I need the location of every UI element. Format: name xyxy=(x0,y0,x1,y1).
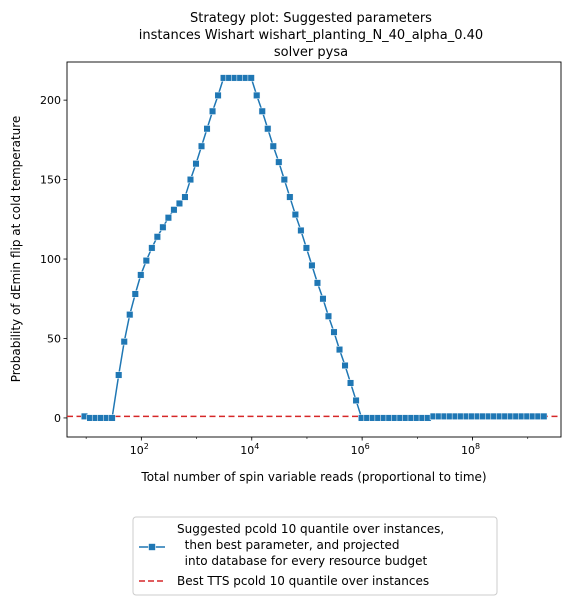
data-point xyxy=(540,412,548,420)
data-point xyxy=(324,312,333,320)
data-point xyxy=(269,142,277,150)
data-point xyxy=(131,290,139,298)
plot-area xyxy=(66,61,562,438)
data-point xyxy=(214,91,222,99)
data-point xyxy=(126,311,134,319)
suggested-pcold-series-markers xyxy=(80,74,548,422)
data-point xyxy=(153,233,161,241)
data-point xyxy=(341,361,349,370)
legend-entry-1-marker xyxy=(148,543,156,551)
data-point xyxy=(275,158,283,166)
data-point xyxy=(209,107,217,115)
data-point xyxy=(286,193,294,201)
data-point xyxy=(319,295,327,303)
data-point xyxy=(186,176,195,184)
data-point xyxy=(313,279,321,287)
chart-title-line-2: instances Wishart wishart_planting_N_40_… xyxy=(139,28,483,43)
data-point xyxy=(335,346,344,354)
data-point xyxy=(308,261,316,269)
x-axis-minor-ticks xyxy=(85,437,529,439)
data-point xyxy=(247,74,255,82)
data-point xyxy=(297,226,305,234)
data-point xyxy=(291,210,299,219)
data-point xyxy=(352,396,360,405)
y-tick-label: 200 xyxy=(40,94,61,107)
y-tick-label: 150 xyxy=(40,174,61,187)
chart-title-line-3: solver pysa xyxy=(274,45,348,60)
data-point xyxy=(181,193,189,201)
x-tick-label: 106 xyxy=(351,442,370,457)
data-point xyxy=(302,244,310,252)
data-point xyxy=(203,125,211,133)
data-point xyxy=(197,142,206,150)
legend-entry-1-line-3: into database for every resource budget xyxy=(177,554,427,568)
x-axis: 102 104 106 108 xyxy=(130,437,480,457)
data-point xyxy=(137,271,145,279)
y-axis: 0 50 100 150 200 xyxy=(40,94,67,425)
data-point xyxy=(175,199,183,207)
data-point xyxy=(347,379,355,387)
legend-frame xyxy=(132,516,498,596)
data-point xyxy=(258,107,266,115)
legend-entry-1-line-1: Suggested pcold 10 quantile over instanc… xyxy=(177,522,444,536)
y-axis-label: Probability of dEmin flip at cold temper… xyxy=(9,116,23,383)
x-tick-label: 102 xyxy=(130,442,149,457)
data-point xyxy=(192,160,200,168)
data-point xyxy=(330,328,338,336)
chart-title-line-1: Strategy plot: Suggested parameters xyxy=(190,11,432,26)
data-point xyxy=(142,257,150,265)
data-point xyxy=(164,214,172,222)
x-tick-label: 104 xyxy=(240,442,259,457)
legend-entry-2-label: Best TTS pcold 10 quantile over instance… xyxy=(177,574,429,588)
data-point xyxy=(148,244,156,252)
legend: Suggested pcold 10 quantile over instanc… xyxy=(132,516,498,596)
y-tick-label: 50 xyxy=(47,332,61,345)
data-point xyxy=(170,206,178,214)
data-point xyxy=(253,91,261,99)
y-tick-label: 0 xyxy=(54,412,61,425)
y-tick-label: 100 xyxy=(40,253,61,266)
data-point xyxy=(108,414,116,422)
chart-title: Strategy plot: Suggested parameters inst… xyxy=(139,11,483,60)
data-point xyxy=(120,338,128,346)
x-axis-label: Total number of spin variable reads (pro… xyxy=(140,470,486,484)
legend-entry-1-line-2: then best parameter, and projected xyxy=(177,538,400,552)
data-point xyxy=(264,125,272,133)
data-point xyxy=(159,223,167,231)
data-point xyxy=(280,176,288,184)
x-tick-label: 108 xyxy=(461,442,480,457)
data-point xyxy=(115,371,123,379)
